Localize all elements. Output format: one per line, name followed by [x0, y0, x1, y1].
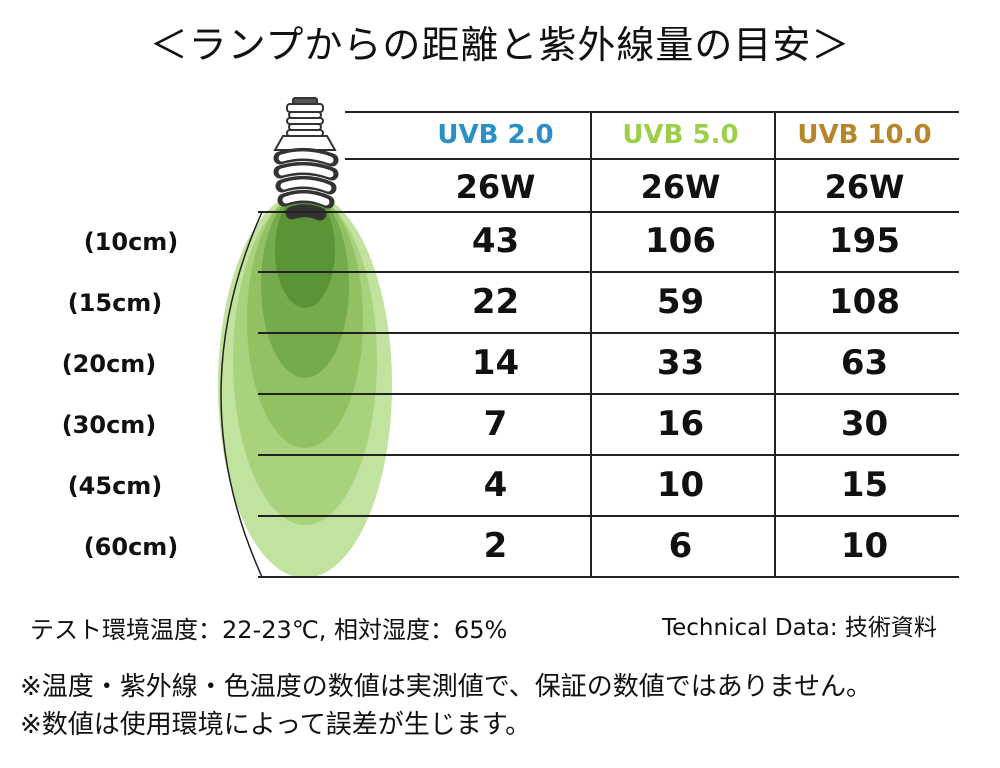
distance-label: (10cm)	[83, 228, 179, 256]
table-cell: 108	[829, 282, 900, 322]
distance-label: (60cm)	[83, 533, 179, 561]
table-rule	[258, 211, 959, 213]
table-rule	[345, 158, 959, 160]
wattage-cell: 26W	[824, 168, 905, 206]
table-cell: 15	[840, 465, 889, 505]
table-cell: 14	[471, 343, 520, 383]
table-rule	[258, 454, 959, 456]
distance-label: (15cm)	[67, 289, 163, 317]
table-cell: 30	[840, 404, 889, 444]
test-conditions: テスト環境温度：22-23℃, 相対湿度：65%	[30, 616, 508, 644]
distance-label: (30cm)	[61, 411, 157, 439]
table-rule	[258, 515, 959, 517]
disclaimer-note: ※数値は使用環境によって誤差が生じます。	[20, 710, 532, 740]
column-header-uvb-10: UVB 10.0	[797, 120, 932, 150]
technical-data-label: Technical Data: 技術資料	[662, 615, 937, 641]
wattage-cell: 26W	[640, 168, 721, 206]
table-cell: 10	[656, 465, 705, 505]
column-divider	[590, 112, 592, 577]
table-cell: 43	[471, 221, 520, 261]
table-cell: 10	[840, 526, 889, 566]
disclaimer-note: ※温度・紫外線・色温度の数値は実測値で、保証の数値ではありません。	[20, 672, 872, 702]
table-rule	[258, 332, 959, 334]
table-rule	[258, 576, 959, 578]
distance-label: (45cm)	[67, 472, 163, 500]
column-divider	[774, 112, 776, 577]
table-cell: 2	[483, 526, 508, 566]
table-cell: 22	[471, 282, 520, 322]
column-header-uvb-5: UVB 5.0	[622, 120, 739, 150]
table-cell: 16	[656, 404, 705, 444]
distance-label: (20cm)	[61, 350, 157, 378]
table-rule	[258, 271, 959, 273]
column-header-uvb-2: UVB 2.0	[437, 120, 554, 150]
table-cell: 59	[656, 282, 705, 322]
table-cell: 4	[483, 465, 508, 505]
table-cell: 6	[668, 526, 693, 566]
table-cell: 63	[840, 343, 889, 383]
table-cell: 106	[645, 221, 716, 261]
table-rule	[258, 393, 959, 395]
table-cell: 195	[829, 221, 900, 261]
table-cell: 7	[483, 404, 508, 444]
wattage-cell: 26W	[455, 168, 536, 206]
table-rule	[345, 111, 959, 113]
table-cell: 33	[656, 343, 705, 383]
page-title: ＜ランプからの距離と紫外線量の目安＞	[149, 23, 851, 67]
